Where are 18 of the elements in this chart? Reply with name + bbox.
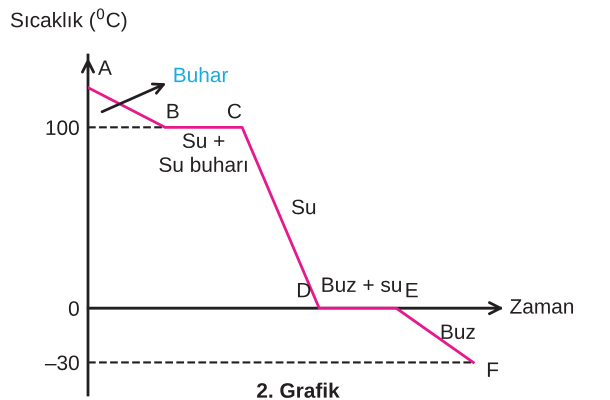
annotation: B bbox=[168, 104, 179, 118]
annotation: Su bbox=[292, 200, 316, 214]
x-axis-title: Zaman bbox=[510, 299, 574, 314]
annotation: D bbox=[298, 282, 310, 298]
annotation: A bbox=[98, 60, 112, 75]
y-axis-title: Sıcaklık ($^{0}$C) bbox=[10, 8, 126, 32]
annotation: Buz bbox=[442, 324, 475, 340]
annotation: Buz + su bbox=[322, 278, 402, 292]
annotation: E bbox=[406, 282, 418, 298]
text: 2. Grafik bbox=[257, 382, 340, 398]
annotation: C bbox=[228, 104, 242, 118]
y-tick-label: 0 bbox=[68, 301, 79, 316]
annotation: Su + Su buharı bbox=[159, 133, 247, 172]
y-tick-label: 100 bbox=[46, 120, 79, 136]
text: F bbox=[488, 362, 498, 377]
line-series bbox=[88, 86, 475, 364]
annotation: Buhar bbox=[174, 66, 228, 82]
y-tick-label: –30 bbox=[44, 355, 79, 370]
